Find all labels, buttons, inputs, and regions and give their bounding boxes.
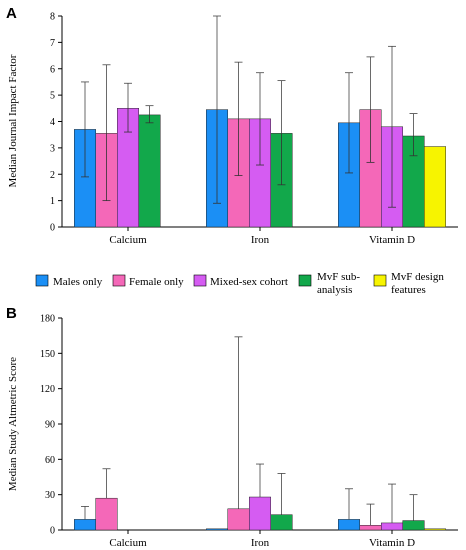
legend-swatch-female-only [112, 274, 126, 287]
panel-letter-b: B [6, 305, 17, 322]
y-axis-label-a: Median Journal Impact Factor [7, 54, 19, 187]
legend-label-mvf-design-features: MvF design features [391, 271, 447, 296]
x-tick-label-iron: Iron [251, 537, 270, 549]
legend-label-mvf-sub-analysis: MvF sub- analysis [317, 271, 363, 296]
legend-swatch-mvf-sub-analysis [298, 274, 312, 287]
legend-label-female-only: Female only [129, 276, 184, 288]
y-tick-label-90: 90 [45, 420, 55, 431]
y-tick-label-2: 2 [50, 170, 55, 181]
y-tick-label-0: 0 [50, 223, 55, 234]
bar-mvf-design-features-vitamin-d [424, 528, 446, 531]
x-tick-label-calcium: Calcium [109, 537, 147, 549]
bar-males-only-iron [206, 528, 228, 531]
x-tick-label-calcium: Calcium [109, 234, 147, 246]
legend: Males only Female only Mixed-sex cohort … [35, 271, 447, 296]
chart-panel-b: B Median Study Altmetric Score 0 30 60 90 12… [6, 305, 458, 549]
panel-letter-a: A [6, 5, 17, 22]
bar-mvf-design-features-vitamin-d [424, 146, 446, 228]
y-tick-label-5: 5 [50, 91, 55, 102]
legend-swatch-males-only [35, 274, 49, 287]
bar-female-only-vitamin-d [359, 525, 382, 531]
y-tick-label-8: 8 [50, 12, 55, 23]
y-tick-label-4: 4 [50, 117, 55, 128]
y-tick-label-1: 1 [50, 196, 55, 207]
plot-area-a: 0 1 2 3 4 5 6 7 8 Calcium Iron Vitamin D [50, 12, 458, 246]
y-tick-label-6: 6 [50, 64, 55, 75]
bar-males-only-calcium [74, 519, 96, 531]
bar-mixed-sex-cohort-iron [249, 496, 271, 531]
bar-female-only-iron [227, 508, 250, 531]
chart-panel-a: A Median Journal Impact Factor 0 1 2 3 4 5 6 7 8… [6, 5, 458, 246]
legend-label-mixed-sex-cohort: Mixed-sex cohort [210, 276, 288, 288]
y-tick-label-7: 7 [50, 38, 55, 49]
bar-mvf-sub-analysis-iron [270, 514, 293, 531]
x-tick-label-vitamin-d: Vitamin D [369, 234, 415, 246]
y-tick-label-120: 120 [40, 384, 55, 395]
bar-mixed-sex-cohort-vitamin-d [381, 522, 403, 531]
x-tick-label-iron: Iron [251, 234, 270, 246]
plot-area-b: 0 30 60 90 120 150 180 Calcium Iron Vitamin D [40, 314, 458, 549]
bar-female-only-calcium [95, 497, 118, 531]
y-tick-label-60: 60 [45, 455, 55, 466]
bar-mvf-sub-analysis-calcium [138, 114, 161, 228]
legend-swatch-mixed-sex-cohort [193, 274, 207, 287]
legend-label-males-only: Males only [53, 276, 103, 288]
y-tick-label-0: 0 [50, 526, 55, 537]
y-tick-label-30: 30 [45, 490, 55, 501]
x-tick-label-vitamin-d: Vitamin D [369, 537, 415, 549]
y-tick-label-180: 180 [40, 314, 55, 325]
legend-swatch-mvf-design-features [373, 274, 387, 287]
bar-mvf-sub-analysis-vitamin-d [402, 520, 425, 531]
y-tick-label-150: 150 [40, 349, 55, 360]
bar-males-only-vitamin-d [338, 519, 360, 531]
y-axis-label-b: Median Study Altmetric Score [7, 357, 19, 491]
y-tick-label-3: 3 [50, 143, 55, 154]
